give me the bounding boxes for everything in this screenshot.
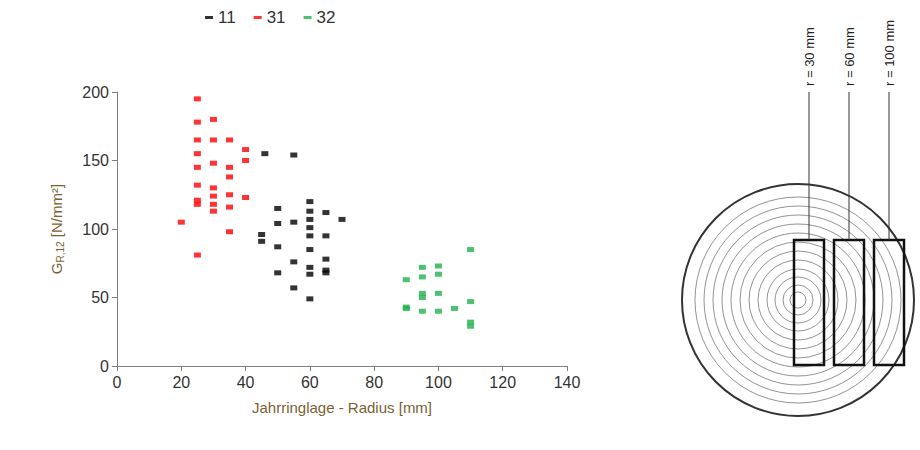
svg-text:0: 0 xyxy=(113,374,122,391)
svg-text:0: 0 xyxy=(100,358,109,375)
svg-text:80: 80 xyxy=(365,374,383,391)
svg-text:[N/mm²]: [N/mm²] xyxy=(48,184,65,242)
svg-text:31: 31 xyxy=(267,8,286,27)
svg-text:100: 100 xyxy=(425,374,452,391)
svg-text:G: G xyxy=(48,262,65,274)
svg-text:60: 60 xyxy=(301,374,319,391)
svg-text:140: 140 xyxy=(554,374,581,391)
svg-text:r = 30 mm: r = 30 mm xyxy=(802,27,817,86)
svg-text:r = 100 mm: r = 100 mm xyxy=(882,20,897,86)
svg-text:Jahrringlage - Radius [mm]: Jahrringlage - Radius [mm] xyxy=(252,399,432,416)
svg-text:100: 100 xyxy=(82,221,109,238)
svg-text:32: 32 xyxy=(317,8,336,27)
svg-text:r = 60 mm: r = 60 mm xyxy=(842,27,857,86)
svg-text:50: 50 xyxy=(91,289,109,306)
svg-text:40: 40 xyxy=(237,374,255,391)
svg-text:R,12: R,12 xyxy=(55,241,66,263)
svg-text:11: 11 xyxy=(218,8,236,27)
svg-text:150: 150 xyxy=(82,152,109,169)
svg-text:120: 120 xyxy=(489,374,516,391)
svg-text:20: 20 xyxy=(172,374,190,391)
svg-text:200: 200 xyxy=(82,84,109,101)
